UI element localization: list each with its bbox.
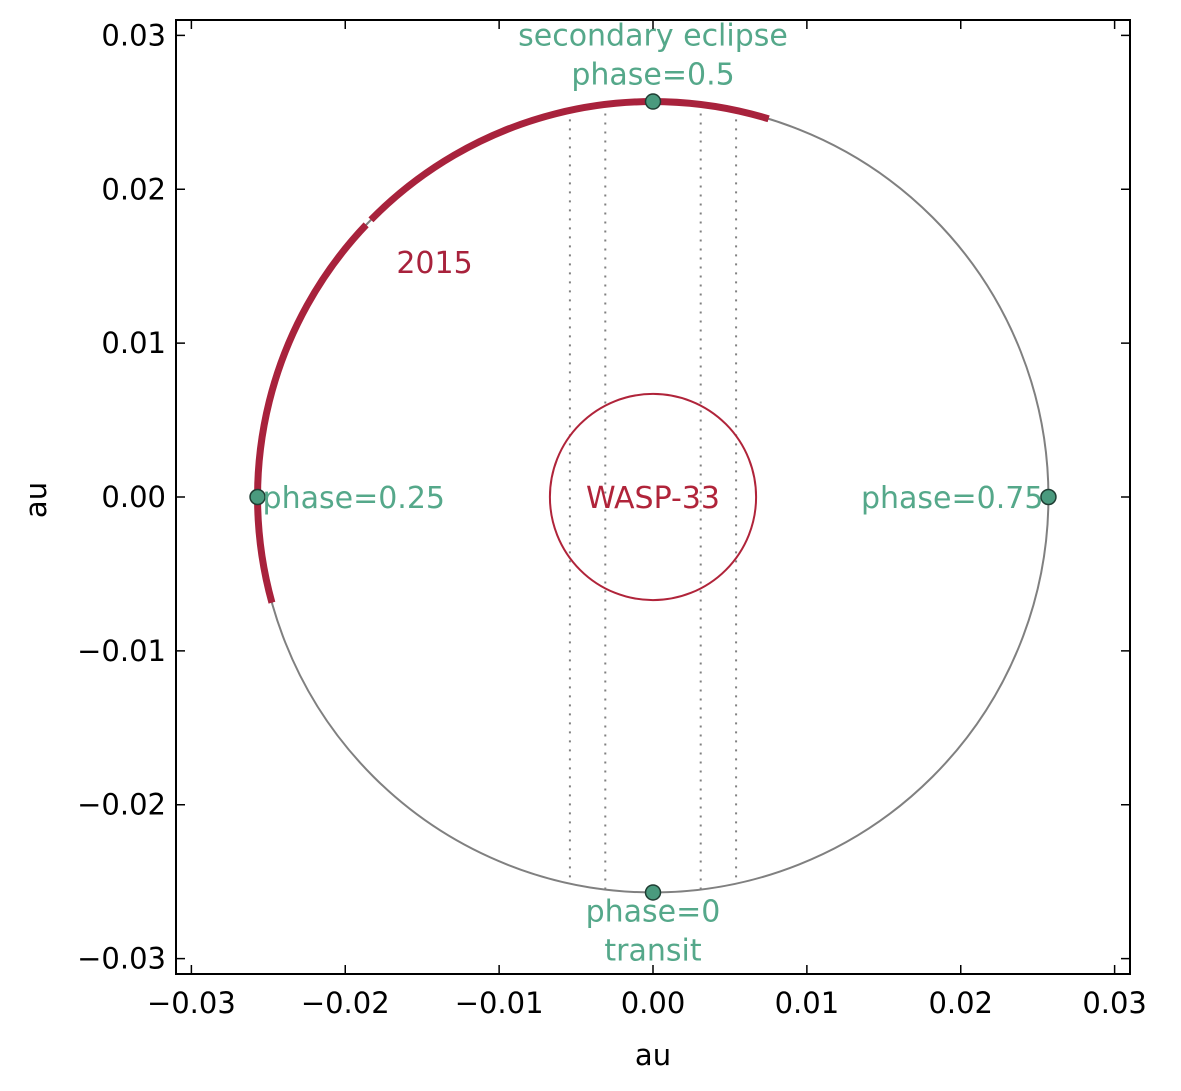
x-tick-label: −0.03 [147, 986, 236, 1020]
phase-point-phase-0.25 [249, 488, 266, 506]
y-tick-label: −0.03 [77, 942, 166, 976]
x-tick-label: 0.01 [775, 986, 840, 1020]
y-tick-label: 0.01 [101, 326, 166, 360]
phase-point-phase-0.5 [644, 93, 662, 110]
y-tick-label: 0.00 [101, 480, 166, 514]
y-axis-label: au [19, 482, 53, 518]
phase-025-label: phase=0.25 [263, 481, 445, 516]
y-tick-label: −0.02 [77, 788, 166, 822]
y-tick-label: 0.02 [101, 172, 166, 206]
phase-point-phase-0 [644, 884, 662, 901]
x-tick-label: −0.02 [301, 986, 390, 1020]
plot-area [175, 19, 1131, 975]
y-tick-label: −0.01 [77, 634, 166, 668]
y-tick-label: 0.03 [101, 18, 166, 52]
star-circle [548, 392, 758, 602]
transit-label: phase=0 [586, 894, 721, 929]
year-label: 2015 [396, 246, 472, 281]
x-tick-label: −0.01 [455, 986, 544, 1020]
x-tick-label: 0.03 [1082, 986, 1147, 1020]
secondary-eclipse-label: phase=0.5 [571, 58, 734, 93]
transit-label: transit [604, 933, 701, 968]
x-tick-label: 0.02 [928, 986, 993, 1020]
observed-arc [368, 98, 770, 223]
x-axis-label: au [635, 1038, 671, 1072]
star-label: WASP-33 [586, 481, 720, 516]
phase-075-label: phase=0.75 [861, 481, 1043, 516]
observed-arc [254, 222, 369, 604]
x-tick-label: 0.00 [621, 986, 686, 1020]
phase-point-phase-0.75 [1040, 488, 1057, 506]
